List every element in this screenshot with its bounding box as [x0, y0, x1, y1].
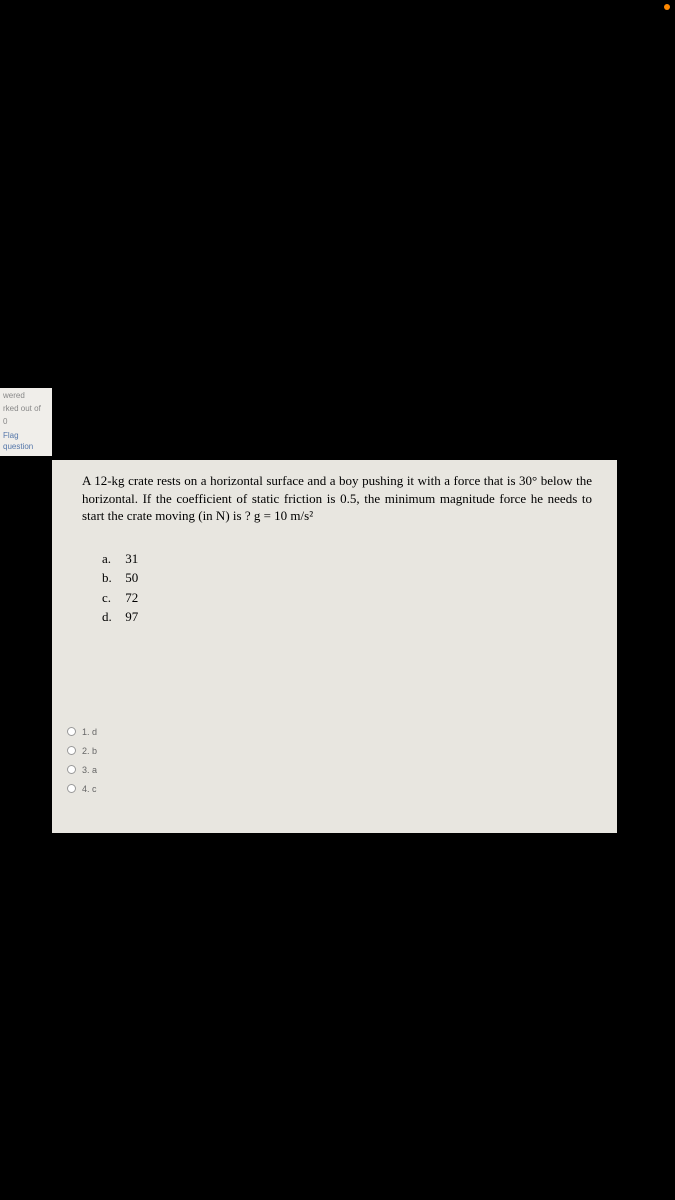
question-content: A 12-kg crate rests on a horizontal surf…	[52, 460, 617, 833]
radio-icon	[67, 784, 76, 793]
option-b: b. 50	[102, 568, 592, 588]
option-letter: c.	[102, 588, 122, 608]
question-sidebar: wered rked out of 0 Flag question	[0, 388, 52, 456]
answer-label: 1. d	[82, 727, 97, 737]
option-letter: a.	[102, 549, 122, 569]
sidebar-status-marked: rked out of	[3, 403, 49, 414]
option-value: 50	[125, 570, 138, 585]
sidebar-status-answered: wered	[3, 390, 49, 401]
answer-choice-3[interactable]: 3. a	[67, 765, 592, 775]
radio-icon	[67, 727, 76, 736]
answer-label: 3. a	[82, 765, 97, 775]
sidebar-status-score: 0	[3, 416, 49, 427]
option-letter: b.	[102, 568, 122, 588]
answer-choice-1[interactable]: 1. d	[67, 727, 592, 737]
answer-choice-4[interactable]: 4. c	[67, 784, 592, 794]
radio-icon	[67, 765, 76, 774]
option-value: 31	[125, 551, 138, 566]
answer-label: 4. c	[82, 784, 97, 794]
answer-choices: 1. d 2. b 3. a 4. c	[67, 727, 592, 794]
flag-question-link[interactable]: Flag question	[3, 430, 49, 452]
option-c: c. 72	[102, 588, 592, 608]
notification-indicator	[664, 4, 670, 10]
question-text: A 12-kg crate rests on a horizontal surf…	[82, 472, 592, 525]
answer-label: 2. b	[82, 746, 97, 756]
option-value: 97	[125, 609, 138, 624]
option-letter: d.	[102, 607, 122, 627]
option-value: 72	[125, 590, 138, 605]
question-options-list: a. 31 b. 50 c. 72 d. 97	[102, 549, 592, 627]
radio-icon	[67, 746, 76, 755]
answer-choice-2[interactable]: 2. b	[67, 746, 592, 756]
option-a: a. 31	[102, 549, 592, 569]
option-d: d. 97	[102, 607, 592, 627]
